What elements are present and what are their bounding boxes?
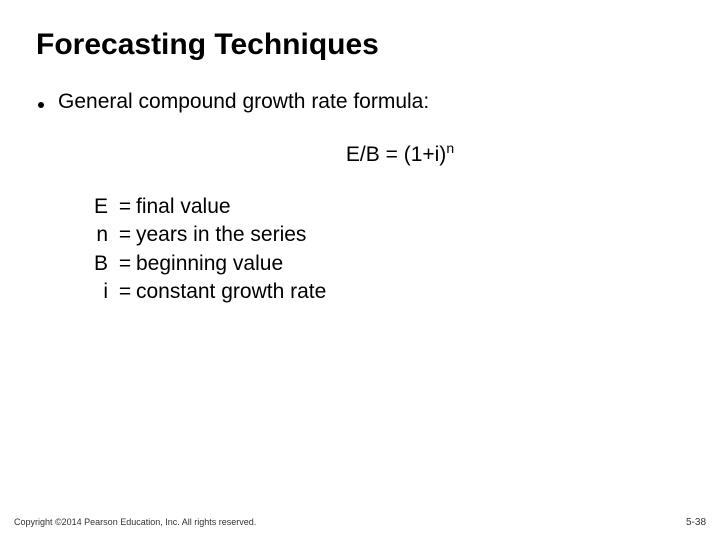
definition-equals: = [114, 221, 136, 249]
bullet-item: General compound growth rate formula: [38, 90, 684, 114]
definition-value: years in the series [136, 221, 306, 249]
formula-lhs: E/B [346, 143, 380, 166]
definition-equals: = [114, 278, 136, 306]
copyright-text: Copyright ©2014 Pearson Education, Inc. … [14, 517, 256, 527]
bullet-dot-icon [38, 102, 44, 108]
definition-symbol: i [90, 278, 114, 306]
formula: E/B = (1+i)n [116, 140, 684, 167]
bullet-text: General compound growth rate formula: [58, 90, 429, 114]
definition-symbol: n [90, 221, 114, 249]
definition-row: n = years in the series [90, 221, 684, 249]
formula-rhs: (1+i) [404, 143, 447, 166]
formula-exponent: n [446, 140, 454, 156]
definition-equals: = [114, 193, 136, 221]
footer: Copyright ©2014 Pearson Education, Inc. … [0, 514, 720, 540]
page-number: 5-38 [686, 517, 706, 528]
definition-equals: = [114, 250, 136, 278]
definition-row: B = beginning value [90, 250, 684, 278]
slide: Forecasting Techniques General compound … [0, 0, 720, 540]
slide-title: Forecasting Techniques [36, 28, 684, 62]
definitions-list: E = final value n = years in the series … [90, 193, 684, 306]
definition-value: constant growth rate [136, 278, 326, 306]
formula-eq: = [386, 143, 398, 166]
definition-symbol: E [90, 193, 114, 221]
definition-row: E = final value [90, 193, 684, 221]
definition-value: beginning value [136, 250, 283, 278]
definition-value: final value [136, 193, 231, 221]
definition-symbol: B [90, 250, 114, 278]
definition-row: i = constant growth rate [90, 278, 684, 306]
